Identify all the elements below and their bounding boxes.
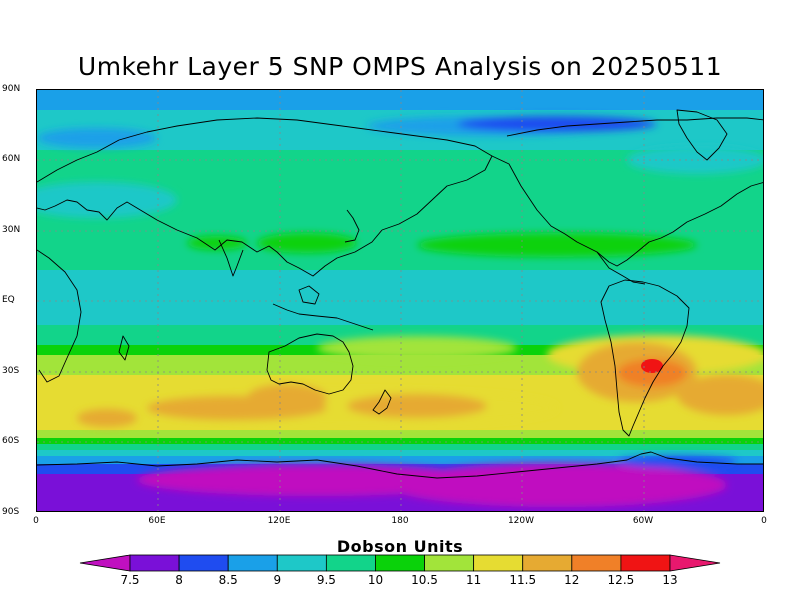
lon-label-0: 0 xyxy=(33,516,39,526)
colorbar-swatch xyxy=(276,554,327,572)
band-9-5-edge xyxy=(37,450,763,456)
colorbar-swatch xyxy=(227,554,278,572)
colorbar-swatch xyxy=(522,554,573,572)
colorbar-swatch xyxy=(473,554,524,572)
coast-new-zealand xyxy=(372,389,392,415)
lat-label-eq: EQ xyxy=(2,295,15,305)
colorbar-tick-label: 9 xyxy=(273,573,282,587)
coastlines xyxy=(37,109,763,479)
lon-label-60e: 60E xyxy=(148,516,166,526)
coast-antarctica xyxy=(37,451,763,479)
coast-canada-north xyxy=(506,117,763,137)
colorbar-swatch xyxy=(375,554,425,572)
lat-label-60n: 60N xyxy=(2,154,21,164)
colorbar-tick-label: 10.5 xyxy=(411,573,438,587)
lon-label-60w: 60W xyxy=(632,516,654,526)
coast-australia xyxy=(266,333,354,395)
lat-label-90s: 90S xyxy=(2,507,20,517)
lon-label-120e: 120E xyxy=(267,516,291,526)
colorbar-tick-label: 11.5 xyxy=(509,573,537,587)
coast-greenland xyxy=(676,109,728,161)
coast-north-america xyxy=(491,155,763,267)
lat-label-90n: 90N xyxy=(2,84,21,94)
colorbar-tick-label: 8.5 xyxy=(218,573,238,587)
lat-label-30s: 30S xyxy=(2,366,20,376)
band-9 xyxy=(37,90,763,110)
colorbar-swatch xyxy=(178,554,229,572)
band-9-5-tropics xyxy=(37,270,763,325)
ozone-map-svg xyxy=(37,90,763,511)
colorbar-tick-label: 12.5 xyxy=(607,573,635,587)
lat-label-60s: 60S xyxy=(2,436,20,446)
colorbar-swatch xyxy=(129,554,180,572)
colorbar-swatch xyxy=(424,554,475,572)
band-10-5-edge xyxy=(37,438,763,444)
lon-label-120w: 120W xyxy=(507,516,535,526)
coast-india xyxy=(218,239,244,277)
colorbar-tick-label: 11 xyxy=(465,573,482,587)
colorbar-tick-label: 7.5 xyxy=(120,573,140,587)
colorbar xyxy=(79,554,721,572)
coast-south-america xyxy=(600,279,690,437)
lon-label-180: 180 xyxy=(391,516,409,526)
band-10-edge xyxy=(37,444,763,450)
coast-asia-south xyxy=(37,199,383,277)
band-11-edge xyxy=(37,430,763,438)
colorbar-tick-label: 8 xyxy=(175,573,183,587)
coast-africa xyxy=(37,249,82,383)
ozone-features xyxy=(37,116,763,507)
colorbar-title: Dobson Units xyxy=(336,537,464,556)
band-10-south xyxy=(37,325,763,345)
colorbar-tick-label: 12 xyxy=(564,573,580,587)
colorbar-swatch xyxy=(620,554,671,572)
colorbar-swatch xyxy=(571,554,622,572)
colorbar-tick-label: 9.5 xyxy=(316,573,336,587)
grid-lines xyxy=(37,90,763,511)
coast-borneo xyxy=(298,285,320,305)
colorbar-tick-label: 10 xyxy=(367,573,384,587)
coast-eurasia xyxy=(37,117,493,231)
coast-gulf-mexico xyxy=(596,251,646,285)
lat-label-30n: 30N xyxy=(2,225,21,235)
lon-label-0-end: 0 xyxy=(761,516,767,526)
ozone-max-spot xyxy=(641,359,663,373)
colorbar-tick-label: 13 xyxy=(662,573,678,587)
map-title: Umkehr Layer 5 SNP OMPS Analysis on 2025… xyxy=(77,52,723,81)
ozone-map xyxy=(36,89,764,512)
coast-japan xyxy=(344,209,360,243)
colorbar-min-triangle xyxy=(79,554,131,572)
coast-madagascar xyxy=(118,335,130,361)
coast-indonesia xyxy=(272,303,374,331)
colorbar-swatch xyxy=(325,554,376,572)
band-9-edge xyxy=(37,456,763,464)
colorbar-max-triangle xyxy=(669,554,721,572)
